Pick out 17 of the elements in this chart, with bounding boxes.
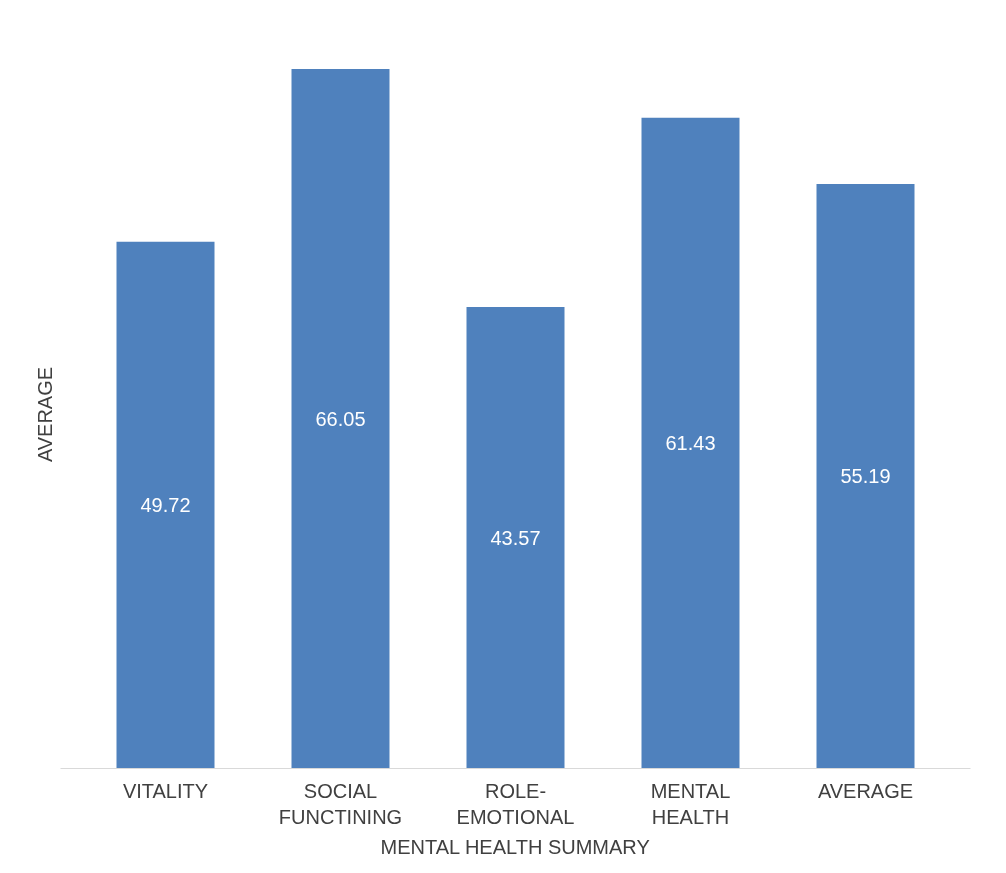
- bar: [816, 183, 915, 769]
- x-tick-label: SOCIAL FUNCTINING: [278, 779, 403, 828]
- data-label: 66.05: [315, 407, 366, 430]
- x-tick-label: MENTAL HEALTH: [650, 779, 731, 828]
- bar: [291, 68, 390, 769]
- data-label: 49.72: [140, 494, 191, 517]
- x-tick-label: VITALITY: [122, 779, 209, 802]
- bar: [116, 241, 215, 769]
- x-tick-label: AVERAGE: [817, 779, 914, 802]
- x-tick-label: ROLE-EMOTIONAL: [456, 779, 575, 828]
- data-label: 61.43: [665, 432, 716, 455]
- x-axis-title: MENTAL HEALTH SUMMARY: [380, 835, 650, 858]
- data-label: 55.19: [840, 465, 891, 488]
- y-axis-title: AVERAGE: [33, 366, 56, 463]
- bar: [466, 307, 565, 769]
- data-label: 43.57: [490, 526, 541, 549]
- bar: [641, 117, 740, 769]
